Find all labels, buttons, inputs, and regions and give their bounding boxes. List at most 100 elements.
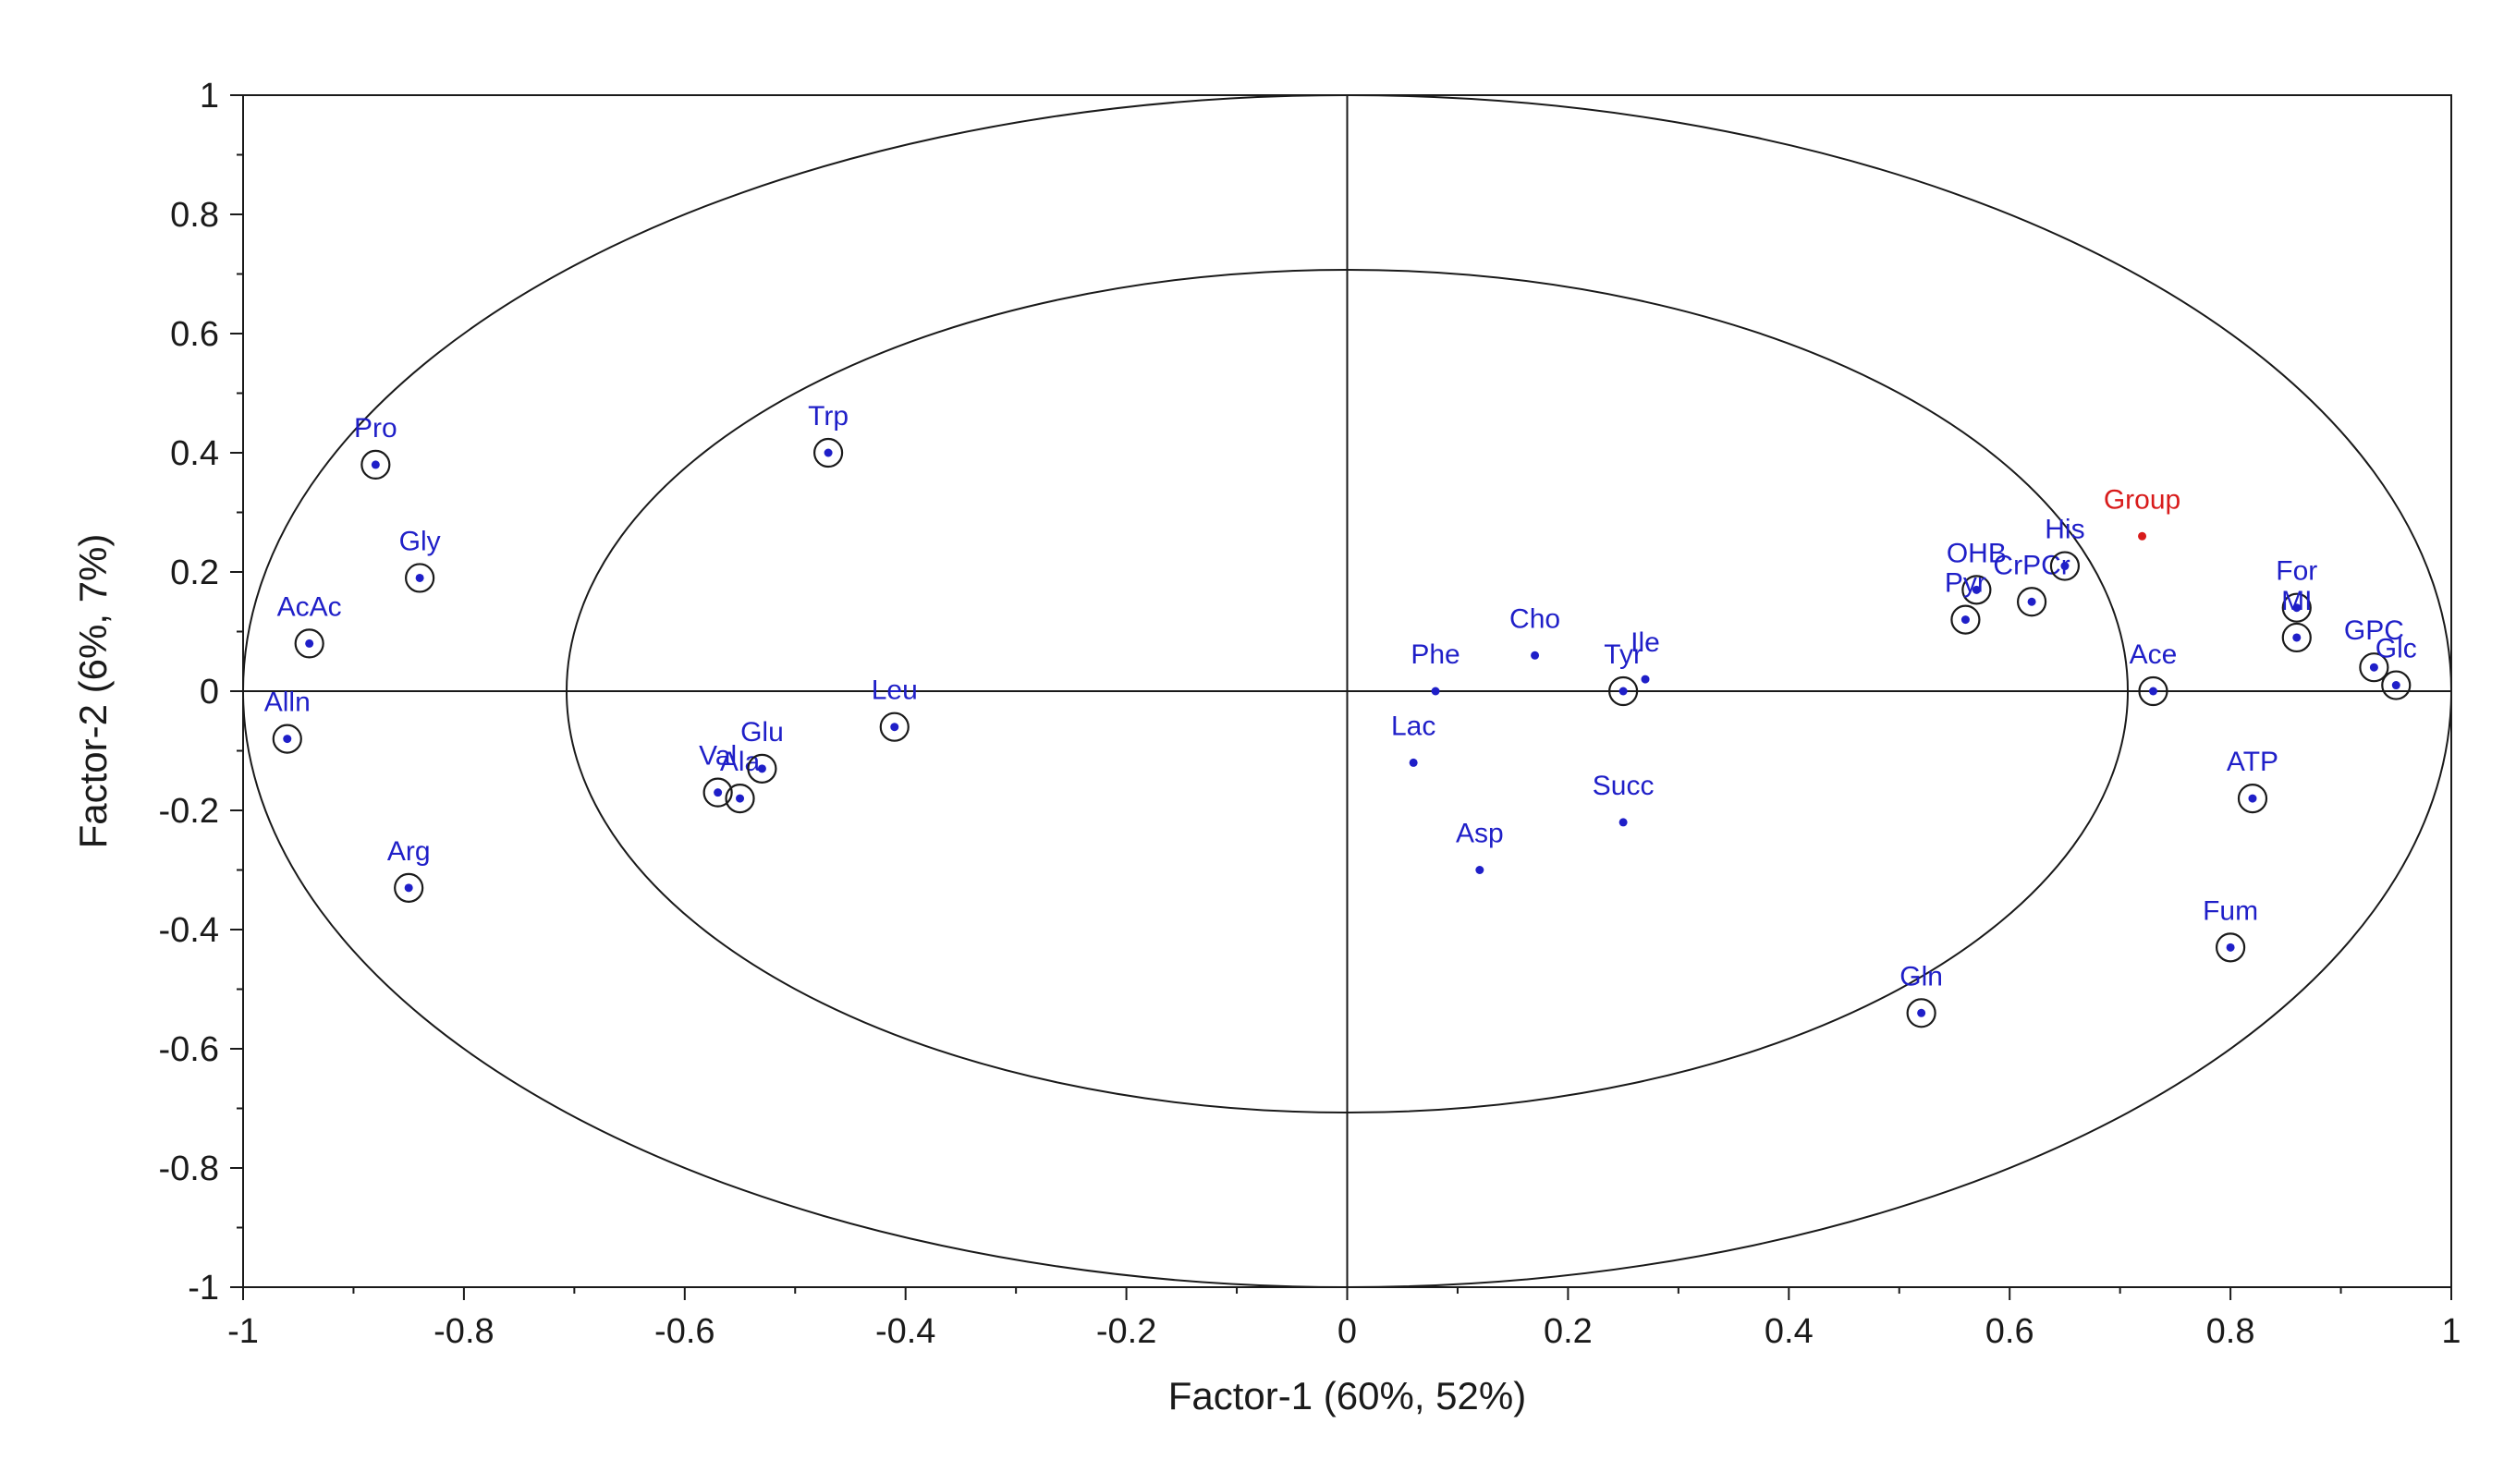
point-marker xyxy=(2027,597,2036,606)
point-ring xyxy=(1961,575,1992,605)
data-point-gpc: GPC xyxy=(2344,615,2404,683)
y-tick-label: 1 xyxy=(200,77,219,116)
point-marker xyxy=(1618,687,1628,696)
point-label: For xyxy=(2276,556,2317,587)
point-label: Gly xyxy=(399,526,441,556)
point-marker xyxy=(1618,818,1628,827)
point-label: Ile xyxy=(1631,627,1660,658)
point-label: Phe xyxy=(1411,639,1460,670)
data-point-crpcr: CrPCr xyxy=(1993,550,2070,617)
point-ring xyxy=(394,872,424,903)
point-marker xyxy=(2060,562,2070,571)
point-ring xyxy=(2281,592,2312,623)
data-point-for: For xyxy=(2276,556,2317,623)
point-marker xyxy=(2292,633,2302,642)
point-label: Ace xyxy=(2130,639,2178,670)
zero-reference-lines xyxy=(243,95,2451,1287)
data-point-acac: AcAc xyxy=(277,591,342,659)
point-ring xyxy=(1906,998,1936,1028)
point-marker xyxy=(283,735,292,744)
point-marker xyxy=(2148,687,2157,696)
point-marker xyxy=(2226,943,2235,952)
point-ring xyxy=(405,563,435,593)
point-label: Group xyxy=(2104,484,2180,515)
x-tick-label: 0.2 xyxy=(1544,1312,1593,1351)
point-label: Asp xyxy=(1456,819,1504,849)
point-label: GPC xyxy=(2344,615,2404,646)
point-marker xyxy=(1531,651,1540,660)
data-point-alln: Alln xyxy=(264,687,311,754)
data-point-tyr: Tyr xyxy=(1604,639,1643,707)
data-point-val: Val xyxy=(699,741,737,808)
data-point-cho: Cho xyxy=(1509,603,1560,660)
y-tick-label: -1 xyxy=(188,1269,219,1308)
point-marker xyxy=(1409,758,1418,767)
point-ring xyxy=(272,724,302,754)
data-point-fum: Fum xyxy=(2203,895,2258,963)
x-tick-label: 0.8 xyxy=(2206,1312,2255,1351)
x-tick-label: 0.6 xyxy=(1985,1312,2034,1351)
point-label: Trp xyxy=(808,401,849,432)
point-ring xyxy=(725,783,755,814)
x-tick-label: -0.4 xyxy=(875,1312,935,1351)
y-tick-label: -0.6 xyxy=(159,1030,219,1069)
data-point-asp: Asp xyxy=(1456,819,1504,874)
data-point-trp: Trp xyxy=(808,401,849,468)
point-marker xyxy=(2391,681,2400,690)
point-marker xyxy=(757,764,766,773)
data-point-glu: Glu xyxy=(740,717,784,784)
y-tick-label: 0.2 xyxy=(170,553,219,592)
point-marker xyxy=(1972,585,1981,594)
point-label: Ala xyxy=(720,747,761,777)
point-label: Succ xyxy=(1593,771,1655,801)
point-ring xyxy=(2016,587,2047,617)
x-tick-label: -0.2 xyxy=(1096,1312,1156,1351)
point-label: Gln xyxy=(1899,961,1943,991)
data-point-phe: Phe xyxy=(1411,639,1460,696)
point-ring xyxy=(2049,551,2081,581)
data-point-gln: Gln xyxy=(1899,961,1943,1028)
point-label: Leu xyxy=(872,675,918,706)
x-tick-label: -1 xyxy=(227,1312,259,1351)
point-marker xyxy=(824,448,833,457)
y-tick-label: 0.6 xyxy=(170,315,219,354)
data-point-ohb: OHB xyxy=(1947,538,2007,605)
y-tick-label: -0.8 xyxy=(159,1149,219,1188)
data-point-arg: Arg xyxy=(387,836,431,903)
point-label: Lac xyxy=(1391,711,1435,741)
data-point-gly: Gly xyxy=(399,526,441,593)
point-ring xyxy=(1950,604,1981,635)
data-point-ala: Ala xyxy=(720,747,761,814)
point-marker xyxy=(1960,615,1970,625)
point-marker xyxy=(415,573,424,582)
data-point-ile: Ile xyxy=(1631,627,1660,684)
x-tick-label: -0.8 xyxy=(434,1312,494,1351)
point-ring xyxy=(2359,652,2389,683)
point-label: AcAc xyxy=(277,591,342,622)
data-point-ace: Ace xyxy=(2130,639,2178,707)
point-label: Pro xyxy=(354,413,397,444)
point-marker xyxy=(1475,866,1484,874)
point-label: Val xyxy=(699,741,737,772)
point-marker xyxy=(736,794,745,803)
y-tick-label: 0.8 xyxy=(170,196,219,235)
point-label: Tyr xyxy=(1604,639,1643,670)
point-ring xyxy=(2216,932,2246,963)
x-tick-label: 0.4 xyxy=(1765,1312,1814,1351)
data-point-succ: Succ xyxy=(1593,771,1655,827)
point-marker xyxy=(305,639,314,648)
point-label: Glu xyxy=(740,717,784,748)
data-point-pyr: Pyr xyxy=(1945,568,1986,635)
y-axis-title: Factor-2 (6%, 7%) xyxy=(71,534,115,849)
data-point-glc: Glc xyxy=(2376,634,2417,700)
point-ring xyxy=(360,449,391,480)
x-tick-label: -0.6 xyxy=(654,1312,714,1351)
point-ring xyxy=(879,712,910,742)
y-tick-label: 0 xyxy=(200,673,219,712)
data-point-leu: Leu xyxy=(872,675,918,742)
point-marker xyxy=(404,883,413,893)
data-point-atp: ATP xyxy=(2227,747,2278,814)
point-ring xyxy=(2281,622,2312,653)
data-point-pro: Pro xyxy=(354,413,397,480)
point-marker xyxy=(714,788,723,797)
